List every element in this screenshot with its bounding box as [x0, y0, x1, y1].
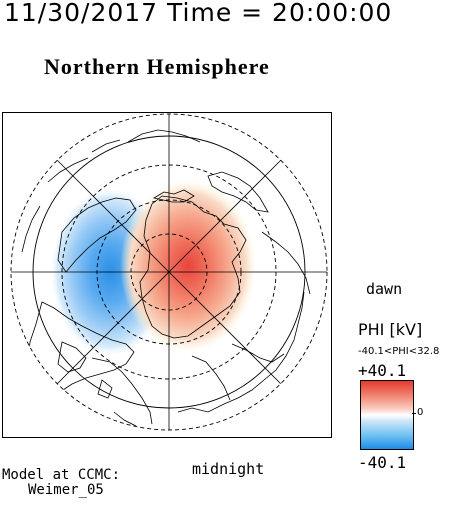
polar-potential-map — [2, 112, 332, 438]
colorbar-zero-label: 0 — [417, 407, 424, 418]
colorbar-range: -40.1<PHI<32.8 — [358, 346, 440, 357]
colorbar-max-label: +40.1 — [358, 361, 407, 380]
datetime-title: 11/30/2017 Time = 20:00:00 — [4, 0, 393, 27]
model-credit-line1: Model at CCMC: — [2, 467, 121, 483]
colorbar-min-label: -40.1 — [358, 453, 407, 472]
map-frame — [2, 112, 332, 438]
colorbar — [360, 380, 414, 450]
dawn-label: dawn — [366, 280, 403, 298]
grid-lines — [11, 114, 327, 430]
model-credit: Model at CCMC: Weimer_05 — [2, 468, 120, 498]
colorbar-title: PHI [kV] — [358, 320, 423, 339]
colorbar-zero-tick — [412, 413, 416, 414]
hemisphere-title: Northern Hemisphere — [44, 54, 270, 79]
midnight-label: midnight — [192, 460, 265, 478]
positive-potential-cell — [120, 180, 256, 352]
latitude-circles — [10, 113, 328, 431]
model-credit-line2: Weimer_05 — [28, 482, 104, 498]
coastlines — [21, 129, 311, 427]
